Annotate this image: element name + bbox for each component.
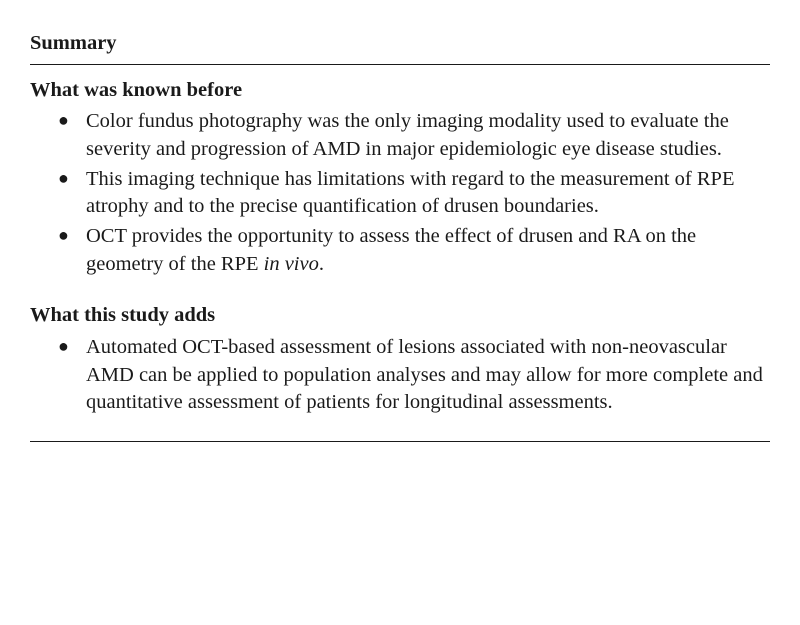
section-known-before: What was known before Color fundus photo… — [30, 77, 770, 279]
section-study-adds: What this study adds Automated OCT-based… — [30, 302, 770, 417]
list-item: This imaging technique has limitations w… — [58, 166, 770, 221]
item-text: Automated OCT-based assessment of lesion… — [86, 336, 763, 413]
bottom-rule — [30, 441, 770, 442]
item-text: Color fundus photography was the only im… — [86, 110, 729, 160]
section-heading: What was known before — [30, 77, 770, 105]
item-tail: . — [319, 253, 324, 275]
title-row: Summary — [30, 30, 770, 65]
list-item: Automated OCT-based assessment of lesion… — [58, 334, 770, 417]
summary-title: Summary — [30, 30, 770, 58]
section-heading: What this study adds — [30, 302, 770, 330]
list-item: OCT provides the opportunity to assess t… — [58, 223, 770, 278]
bullet-list: Automated OCT-based assessment of lesion… — [30, 334, 770, 417]
list-item: Color fundus photography was the only im… — [58, 108, 770, 163]
summary-box: Summary What was known before Color fund… — [30, 30, 770, 442]
item-text: OCT provides the opportunity to assess t… — [86, 225, 696, 275]
item-text: This imaging technique has limitations w… — [86, 168, 734, 218]
italic-text: in vivo — [264, 253, 319, 275]
bullet-list: Color fundus photography was the only im… — [30, 108, 770, 278]
